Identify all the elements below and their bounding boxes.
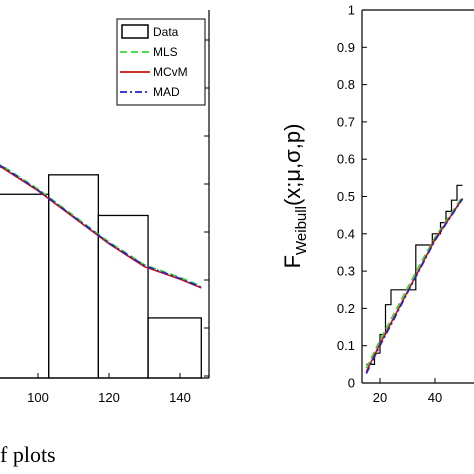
legend-box (116, 18, 206, 106)
legend-label: MLS (153, 45, 178, 59)
left-x-ticks: 100 120 140 (27, 39, 209, 405)
x-tick-label: 40 (428, 390, 442, 405)
x-tick-label: 120 (98, 390, 120, 405)
ylabel-main: F (280, 255, 305, 268)
x-tick-label: 20 (373, 390, 387, 405)
ylabel-args: (x;μ,σ,p) (280, 124, 305, 206)
histogram-bar (147, 317, 202, 379)
caption-text: f plots (0, 442, 56, 467)
right-panel: 00.10.20.30.40.50.60.70.80.91 20 40 FWeib… (280, 3, 474, 405)
legend-swatch-data (121, 24, 149, 39)
cdf-line-mad (365, 198, 464, 375)
y-tick-label: 0.5 (337, 189, 355, 204)
fit-lines (0, 164, 202, 289)
histogram-bar (0, 193, 50, 379)
histogram-bar (48, 174, 100, 379)
left-panel: 100 120 140 Data MLS MCvM MAD (0, 10, 210, 405)
fit-line-mad (0, 164, 202, 288)
right-y-ticks: 0 0.1 0.2 0.3 0.4 0.5 0.6 0.7 0.8 0.9 1 (337, 3, 367, 391)
ylabel-sub: Weibull (293, 206, 310, 255)
legend-label: MAD (153, 85, 180, 99)
y-tick-label: 0.7 (337, 114, 355, 129)
legend-label: MCvM (153, 65, 188, 79)
legend: Data MLS MCvM MAD (116, 18, 206, 106)
x-tick-label: 140 (169, 390, 191, 405)
y-tick-label: 0.9 (337, 40, 355, 55)
y-tick-label: 1 (348, 3, 355, 18)
cdf-line-mls (365, 196, 464, 369)
y-tick-label: 0.1 (337, 338, 355, 353)
legend-label: Data (153, 25, 179, 39)
y-tick-label: 0.3 (337, 264, 355, 279)
cdf-lines (365, 184, 464, 375)
right-x-ticks: 20 40 (373, 378, 442, 405)
x-tick-label: 100 (27, 390, 49, 405)
legend-entries: Data MLS MCvM MAD (120, 24, 188, 99)
y-tick-label: 0.2 (337, 301, 355, 316)
empirical-cdf-line (366, 184, 463, 365)
y-tick-label: 0 (348, 376, 355, 391)
right-y-axis-label: FWeibull(x;μ,σ,p) (280, 124, 310, 269)
y-tick-label: 0.6 (337, 152, 355, 167)
y-tick-label: 0.8 (337, 77, 355, 92)
y-tick-label: 0.4 (337, 226, 355, 241)
